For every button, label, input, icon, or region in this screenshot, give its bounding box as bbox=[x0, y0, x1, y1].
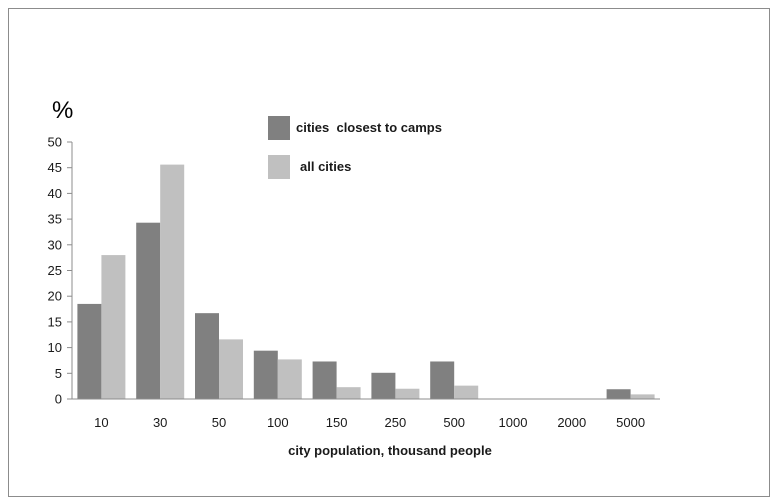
y-tick-label: 35 bbox=[48, 212, 62, 227]
bar-closest-5000 bbox=[606, 389, 631, 399]
y-tick-label: 20 bbox=[48, 289, 62, 304]
bar-all-10 bbox=[101, 255, 126, 399]
x-tick-label: 500 bbox=[443, 415, 465, 430]
x-tick-label: 1000 bbox=[499, 415, 528, 430]
bar-closest-250 bbox=[371, 372, 396, 399]
y-tick-label: 45 bbox=[48, 160, 62, 175]
y-axis: 0 5 10 15 20 25 30 35 40 45 50 bbox=[48, 135, 73, 407]
legend-label: all cities bbox=[300, 159, 351, 174]
y-tick-label: 10 bbox=[48, 340, 62, 355]
x-tick-label: 30 bbox=[153, 415, 167, 430]
bars bbox=[77, 164, 655, 399]
legend-swatch bbox=[268, 155, 290, 179]
x-axis: 10 30 50 100 150 250 500 1000 2000 5000 bbox=[72, 398, 660, 430]
x-tick-label: 50 bbox=[212, 415, 226, 430]
x-tick-label: 150 bbox=[326, 415, 348, 430]
chart-frame bbox=[8, 8, 770, 497]
x-axis-label: city population, thousand people bbox=[288, 443, 492, 458]
y-tick-label: 15 bbox=[48, 314, 62, 329]
bar-all-500 bbox=[454, 385, 479, 399]
legend-swatch bbox=[268, 116, 290, 140]
bar-closest-30 bbox=[136, 222, 161, 399]
legend-label: cities closest to camps bbox=[296, 120, 442, 135]
bar-all-30 bbox=[160, 164, 185, 399]
bar-all-100 bbox=[277, 359, 302, 399]
x-tick-label: 100 bbox=[267, 415, 289, 430]
bar-closest-50 bbox=[195, 313, 219, 399]
y-tick-label: 25 bbox=[48, 263, 62, 278]
y-axis-label: % bbox=[52, 97, 73, 124]
x-tick-label: 10 bbox=[94, 415, 108, 430]
legend: cities closest to camps all cities bbox=[268, 116, 442, 179]
x-tick-label: 5000 bbox=[616, 415, 645, 430]
bar-all-250 bbox=[395, 388, 420, 399]
y-tick-label: 0 bbox=[55, 392, 62, 407]
bar-closest-150 bbox=[312, 361, 337, 399]
x-tick-label: 2000 bbox=[557, 415, 586, 430]
y-tick-label: 40 bbox=[48, 186, 62, 201]
y-tick-label: 5 bbox=[55, 366, 62, 381]
y-tick-label: 30 bbox=[48, 237, 62, 252]
bar-all-150 bbox=[336, 387, 361, 399]
y-tick-label: 50 bbox=[48, 135, 62, 150]
bar-all-5000 bbox=[630, 394, 655, 399]
x-tick-label: 250 bbox=[385, 415, 407, 430]
bar-all-50 bbox=[219, 339, 243, 399]
bar-closest-10 bbox=[77, 303, 102, 399]
bar-closest-500 bbox=[430, 361, 455, 399]
bar-closest-100 bbox=[253, 350, 278, 399]
